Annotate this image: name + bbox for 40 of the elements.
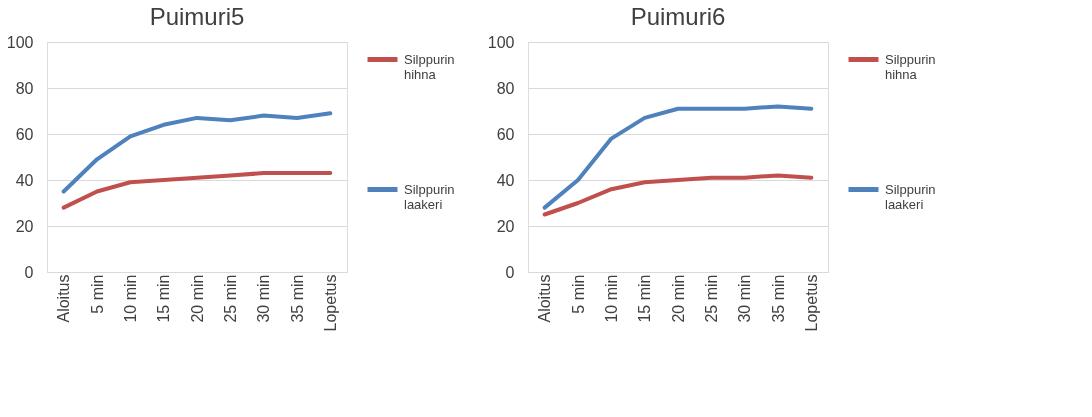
line-series — [542, 173, 814, 217]
chart-title: Puimuri6 — [630, 3, 726, 30]
x-tick-label: 5 min — [88, 274, 106, 314]
y-tick-label: 0 — [505, 263, 515, 281]
y-tick-label: 20 — [15, 217, 34, 235]
x-tick-label: 15 min — [636, 274, 654, 323]
y-tick-label: 80 — [15, 79, 34, 97]
x-tick-label: Lopetus — [321, 274, 339, 332]
line-series — [61, 171, 333, 210]
x-tick-label: 15 min — [155, 274, 173, 323]
line-series — [61, 111, 333, 194]
y-tick-label: 40 — [15, 171, 34, 189]
x-tick-label: 20 min — [188, 274, 206, 323]
x-tick-label: 10 min — [602, 274, 620, 323]
legend-label: Silppurin laakeri — [885, 181, 936, 212]
legend-label: Silppurin hihna — [885, 51, 936, 82]
y-tick-label: 60 — [496, 125, 515, 143]
x-tick-label: 10 min — [121, 274, 139, 323]
x-tick-label: 35 min — [769, 274, 787, 323]
x-tick-label: 30 min — [255, 274, 273, 323]
x-tick-label: 5 min — [569, 274, 587, 314]
y-tick-label: 20 — [496, 217, 515, 235]
y-tick-label: 100 — [487, 33, 515, 51]
legend-label: Silppurin laakeri — [404, 181, 455, 212]
legend-label: Silppurin hihna — [404, 51, 455, 82]
x-tick-label: 30 min — [736, 274, 754, 323]
chart-title: Puimuri5 — [149, 3, 245, 30]
x-tick-label: 25 min — [702, 274, 720, 323]
x-tick-label: 25 min — [221, 274, 239, 323]
x-tick-label: Aloitus — [55, 274, 73, 323]
x-tick-label: 35 min — [288, 274, 306, 323]
y-tick-label: 80 — [496, 79, 515, 97]
y-tick-label: 0 — [24, 263, 34, 281]
y-tick-label: 100 — [6, 33, 34, 51]
y-tick-label: 60 — [15, 125, 34, 143]
x-tick-label: 20 min — [669, 274, 687, 323]
x-tick-label: Aloitus — [536, 274, 554, 323]
x-tick-label: Lopetus — [802, 274, 820, 332]
line-series — [542, 104, 814, 210]
y-tick-label: 40 — [496, 171, 515, 189]
